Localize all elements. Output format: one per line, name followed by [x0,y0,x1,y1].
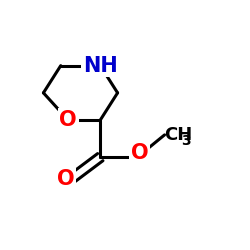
Text: O: O [57,170,74,190]
Text: NH: NH [83,56,118,76]
Text: O: O [131,144,149,164]
Text: 3: 3 [181,134,190,148]
Text: O: O [59,110,77,130]
Text: CH: CH [164,126,193,144]
